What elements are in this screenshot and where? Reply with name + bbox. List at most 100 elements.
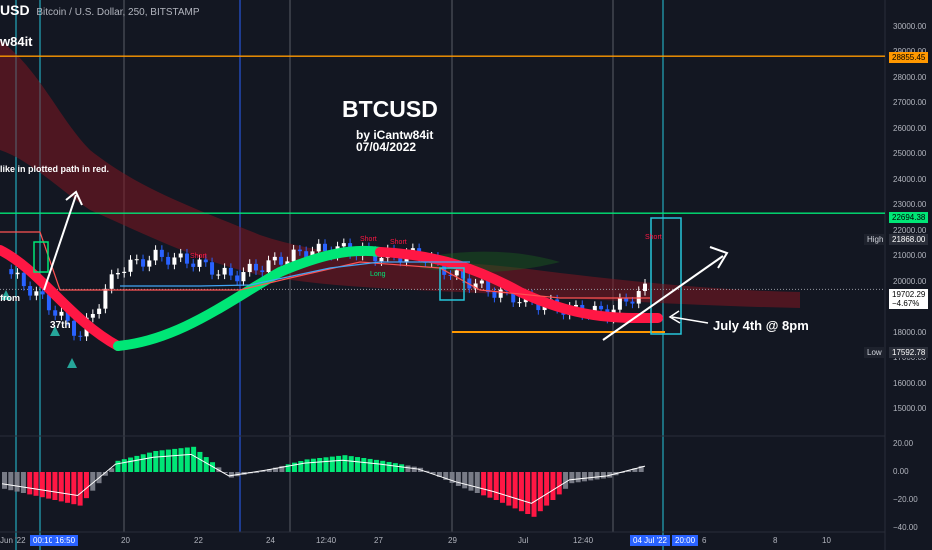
- high-label: High: [864, 234, 887, 245]
- time-tick: 10: [822, 536, 831, 545]
- highlight-box: [439, 267, 465, 301]
- time-tick: Jun '22: [0, 536, 26, 545]
- candle-body: [599, 305, 604, 310]
- osc-bar: [8, 472, 14, 491]
- short-signal: Short: [645, 234, 662, 241]
- candle-body: [228, 267, 233, 276]
- long-signal: Long: [370, 271, 386, 278]
- osc-bar: [191, 446, 197, 472]
- osc-bar: [531, 472, 537, 517]
- osc-bar: [525, 472, 531, 514]
- low-label: Low: [864, 347, 885, 358]
- candle-body: [323, 243, 327, 252]
- candle-body: [341, 243, 346, 247]
- osc-bar: [336, 455, 342, 472]
- osc-bar: [556, 472, 562, 495]
- osc-tick: −40.00: [893, 523, 918, 532]
- candle-body: [461, 270, 466, 279]
- osc-bar: [581, 472, 587, 482]
- candle-body: [536, 300, 541, 311]
- osc-bar: [626, 470, 632, 472]
- osc-bar: [424, 470, 430, 472]
- osc-bar: [329, 456, 335, 472]
- osc-bar: [102, 472, 108, 476]
- candle-body: [9, 269, 14, 275]
- price-tick: 28000.00: [893, 72, 927, 82]
- time-tick: 20: [121, 536, 130, 545]
- candle-body: [53, 310, 58, 316]
- label-37th: 37th: [50, 320, 71, 331]
- candle-body: [153, 249, 158, 261]
- price-tick: 25000.00: [893, 149, 927, 159]
- osc-bar: [481, 472, 487, 496]
- chart-header: USD Bitcoin / U.S. Dollar, 250, BITSTAMP: [0, 2, 200, 18]
- osc-bar: [228, 472, 234, 478]
- time-tick: 27: [374, 536, 383, 545]
- osc-bar: [27, 472, 33, 495]
- time-tick: 29: [448, 536, 457, 545]
- candle-body: [310, 251, 315, 258]
- osc-bar: [304, 459, 310, 472]
- osc-bar: [273, 467, 279, 472]
- osc-bar: [544, 472, 550, 506]
- price-tick: 23000.00: [893, 200, 927, 210]
- time-tick: 00:10: [30, 535, 57, 546]
- osc-bar: [115, 460, 121, 472]
- buy-marker: [50, 326, 60, 336]
- candle-body: [486, 280, 491, 293]
- osc-bar: [493, 472, 499, 500]
- candle-body: [222, 267, 227, 275]
- candle-body: [78, 335, 83, 337]
- osc-bar: [449, 472, 455, 483]
- time-tick: 24: [266, 536, 275, 545]
- osc-tick: 0.00: [893, 467, 909, 476]
- author-label: w84it: [0, 34, 33, 49]
- osc-tick: 20.00: [893, 439, 914, 448]
- candle-body: [184, 253, 189, 264]
- candle-body: [166, 256, 171, 265]
- buy-marker: [1, 290, 11, 300]
- chart-title: BTCUSD: [342, 96, 438, 122]
- candle-body: [59, 311, 64, 316]
- candle-body: [304, 251, 309, 258]
- ichimoku-cloud: [0, 40, 800, 308]
- candle-body: [279, 256, 284, 265]
- buy-marker: [67, 358, 77, 368]
- price-tick: 21000.00: [893, 251, 927, 261]
- osc-bar: [506, 472, 512, 506]
- candle-body: [260, 270, 265, 273]
- osc-bar: [71, 472, 77, 505]
- low-value: 17592.78: [889, 347, 929, 358]
- osc-bar: [153, 451, 159, 472]
- osc-bar: [128, 457, 134, 472]
- time-tick: 16:50: [52, 535, 79, 546]
- osc-bar: [310, 458, 316, 472]
- current-price: 19702.29: [892, 290, 926, 299]
- symbol-label: USD: [0, 2, 30, 18]
- osc-bar: [197, 451, 203, 472]
- osc-bar: [575, 472, 581, 483]
- time-tick: 20:00: [672, 535, 699, 546]
- trend-bands: [0, 231, 663, 351]
- price-tick: 30000.00: [893, 22, 927, 31]
- osc-bar: [165, 449, 171, 472]
- price-tick: 24000.00: [893, 174, 927, 184]
- candle-body: [643, 283, 647, 292]
- osc-bar: [285, 464, 291, 472]
- candle-body: [241, 272, 246, 282]
- osc-bar: [399, 464, 405, 472]
- candle-body: [297, 249, 302, 252]
- osc-bar: [518, 472, 524, 512]
- osc-bar: [632, 468, 638, 472]
- osc-bar: [443, 472, 449, 480]
- osc-bar: [184, 447, 190, 472]
- high-value: 21868.00: [889, 234, 929, 245]
- candle-body: [128, 259, 133, 272]
- osc-bar: [563, 472, 569, 489]
- candle-body: [492, 292, 497, 298]
- osc-bar: [172, 448, 178, 472]
- price-tick: 29000.00: [893, 47, 926, 56]
- red-cloud: [0, 40, 800, 308]
- osc-bar: [121, 459, 127, 472]
